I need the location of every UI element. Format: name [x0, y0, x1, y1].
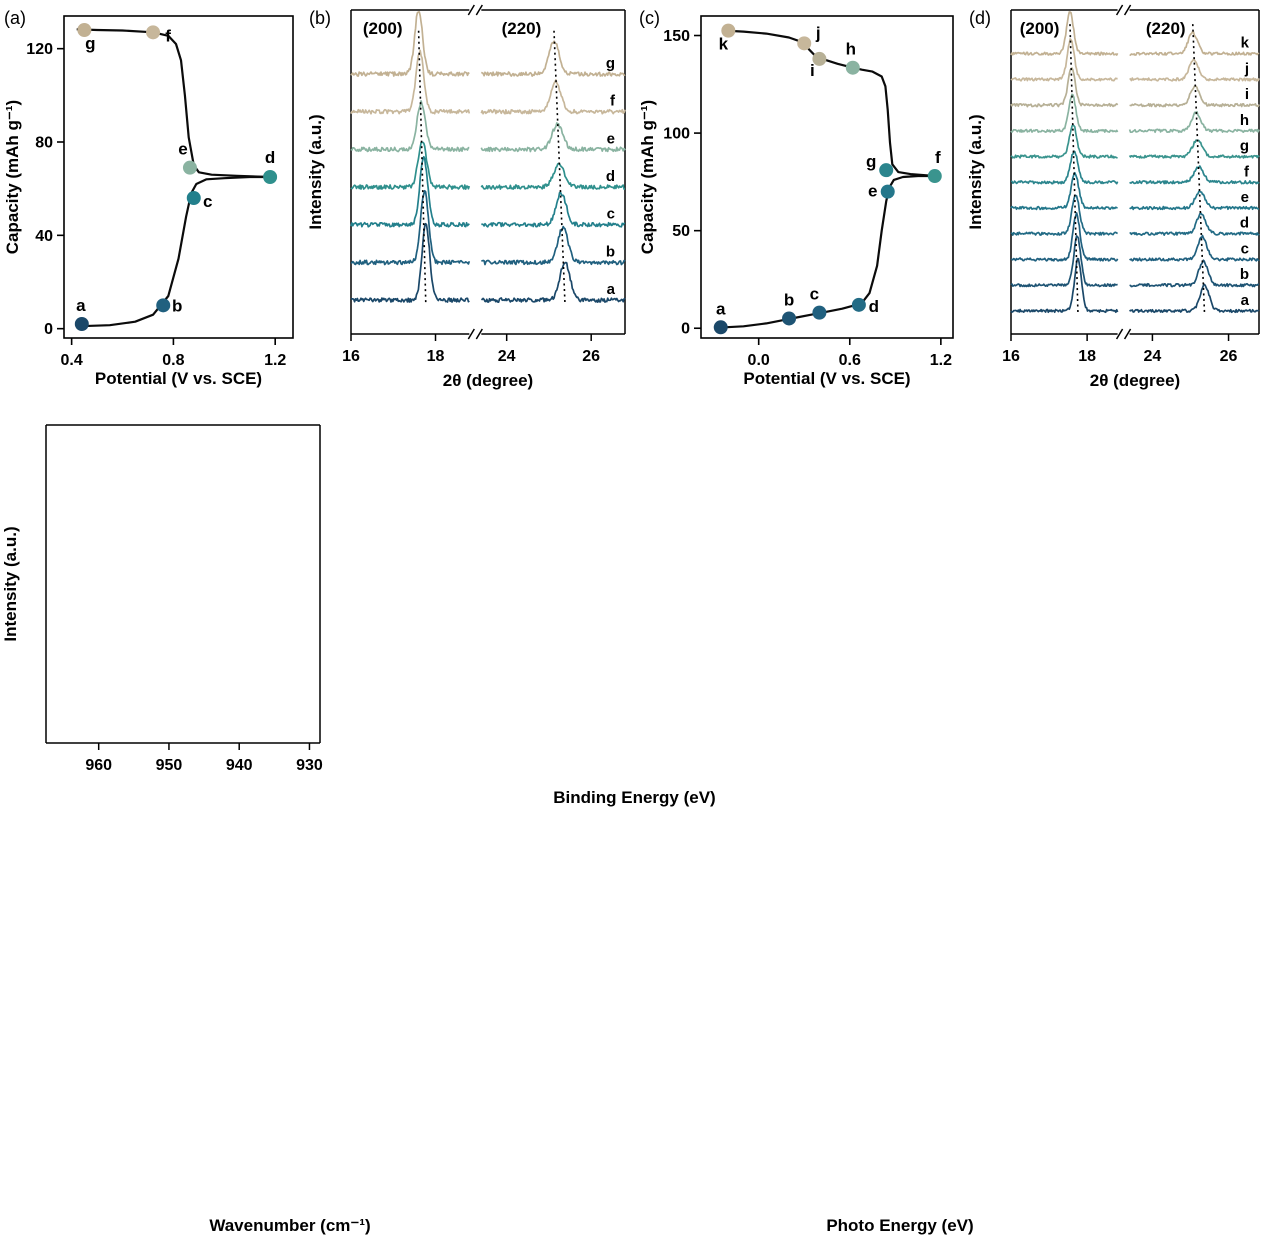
svg-text:150: 150 [663, 28, 690, 45]
svg-text:e: e [178, 140, 187, 159]
svg-text:k: k [1241, 35, 1250, 52]
svg-text:Intensity (a.u.): Intensity (a.u.) [966, 114, 985, 229]
svg-text:d: d [1240, 215, 1249, 232]
svg-text:c: c [810, 285, 819, 304]
svg-text:g: g [606, 55, 615, 72]
photo-energy-axis-label: Photo Energy (eV) [826, 1216, 974, 1235]
svg-text:18: 18 [427, 348, 445, 365]
wavenumber-axis-label: Wavenumber (cm⁻¹) [209, 1216, 371, 1235]
svg-text:b: b [784, 290, 794, 309]
svg-text:950: 950 [156, 757, 183, 774]
svg-text:120: 120 [26, 41, 53, 58]
svg-text:c: c [607, 206, 615, 223]
svg-text:f: f [935, 148, 941, 167]
panel-e: 960 950 940 930 Intensity (a.u.) [0, 415, 330, 792]
svg-text:i: i [1245, 86, 1249, 103]
svg-text:Intensity (a.u.): Intensity (a.u.) [306, 114, 325, 229]
svg-text:f: f [610, 93, 616, 110]
svg-text:(200): (200) [1020, 19, 1060, 38]
svg-text:e: e [868, 182, 877, 201]
svg-text:1.2: 1.2 [930, 352, 952, 369]
svg-text:d: d [265, 148, 275, 167]
svg-text:(c): (c) [639, 8, 660, 28]
svg-text:d: d [869, 297, 879, 316]
svg-text:16: 16 [342, 348, 360, 365]
svg-text:j: j [1244, 60, 1249, 77]
panel-c-plot: 0.0 0.6 1.2 0 50 100 150 Potential (V vs. SCE) C… [638, 8, 954, 388]
svg-text:26: 26 [1220, 348, 1238, 365]
svg-text:(b): (b) [309, 8, 331, 28]
svg-text:g: g [1240, 138, 1249, 155]
panel-b-plot: 16 18 24 26 2θ (degree) Intensity (a.u.) a b c d e… [306, 4, 626, 390]
svg-text:h: h [846, 40, 856, 59]
svg-text:g: g [85, 34, 95, 53]
svg-text:Capacity (mAh g⁻¹): Capacity (mAh g⁻¹) [3, 100, 22, 254]
svg-text:24: 24 [1144, 348, 1162, 365]
svg-text:0: 0 [681, 321, 690, 338]
svg-text:0.6: 0.6 [839, 352, 861, 369]
svg-text:Capacity (mAh g⁻¹): Capacity (mAh g⁻¹) [638, 100, 657, 254]
svg-text:c: c [203, 192, 212, 211]
svg-text:940: 940 [226, 757, 253, 774]
svg-text:0.4: 0.4 [61, 352, 83, 369]
panel-b: 16 18 24 26 2θ (degree) Intensity (a.u.) a b c d e… [305, 0, 635, 405]
svg-text:(d): (d) [969, 8, 991, 28]
svg-text:2θ (degree): 2θ (degree) [1090, 371, 1180, 390]
svg-text:1.2: 1.2 [264, 352, 286, 369]
svg-text:b: b [1240, 266, 1249, 283]
panel-d-plot: 16 18 24 26 2θ (degree) Intensity (a.u.) abcde… [966, 4, 1260, 390]
svg-text:2θ (degree): 2θ (degree) [443, 371, 533, 390]
svg-text:26: 26 [582, 348, 600, 365]
panel-a-plot: 0.4 0.8 1.2 0 40 80 120 Potential (V vs. SCE) Ca… [3, 8, 294, 388]
svg-text:(200): (200) [363, 19, 403, 38]
svg-text:960: 960 [85, 757, 112, 774]
svg-text:(220): (220) [502, 19, 542, 38]
svg-text:80: 80 [35, 135, 53, 152]
svg-text:i: i [810, 61, 815, 80]
svg-text:b: b [172, 296, 182, 315]
svg-text:Potential (V vs. SCE): Potential (V vs. SCE) [95, 369, 262, 388]
svg-text:f: f [1244, 163, 1250, 180]
svg-text:100: 100 [663, 126, 690, 143]
svg-text:a: a [1241, 292, 1250, 309]
panel-c: 0.0 0.6 1.2 0 50 100 150 Potential (V vs. SCE) C… [635, 0, 965, 405]
svg-text:a: a [716, 299, 726, 318]
svg-text:16: 16 [1002, 348, 1020, 365]
svg-text:930: 930 [296, 757, 323, 774]
svg-text:Intensity (a.u.): Intensity (a.u.) [1, 526, 20, 641]
svg-text:0: 0 [44, 321, 53, 338]
svg-text:c: c [1241, 240, 1249, 257]
svg-text:0.0: 0.0 [748, 352, 770, 369]
svg-text:0.8: 0.8 [162, 352, 184, 369]
svg-text:Potential (V vs. SCE): Potential (V vs. SCE) [743, 369, 910, 388]
svg-text:f: f [165, 26, 171, 45]
svg-text:e: e [1241, 189, 1249, 206]
svg-text:g: g [866, 152, 876, 171]
svg-text:18: 18 [1078, 348, 1096, 365]
svg-text:j: j [815, 23, 821, 42]
svg-text:24: 24 [498, 348, 516, 365]
panel-d: 16 18 24 26 2θ (degree) Intensity (a.u.) a b c d e… [965, 0, 1269, 405]
svg-text:b: b [606, 243, 615, 260]
svg-text:50: 50 [672, 223, 690, 240]
svg-text:d: d [606, 168, 615, 185]
svg-text:a: a [607, 281, 616, 298]
svg-text:(a): (a) [4, 8, 26, 28]
svg-text:40: 40 [35, 228, 53, 245]
panel-e-plot: 960 950 940 930 Intensity (a.u.) [1, 424, 323, 774]
binding-energy-axis-label: Binding Energy (eV) [553, 788, 716, 807]
svg-text:(220): (220) [1146, 19, 1186, 38]
svg-text:a: a [76, 296, 86, 315]
svg-text:e: e [607, 130, 615, 147]
svg-text:k: k [719, 35, 729, 54]
svg-text:h: h [1240, 112, 1249, 129]
panel-a: 0.4 0.8 1.2 0 40 80 120 Potential (V vs. SCE) Ca… [0, 0, 305, 405]
